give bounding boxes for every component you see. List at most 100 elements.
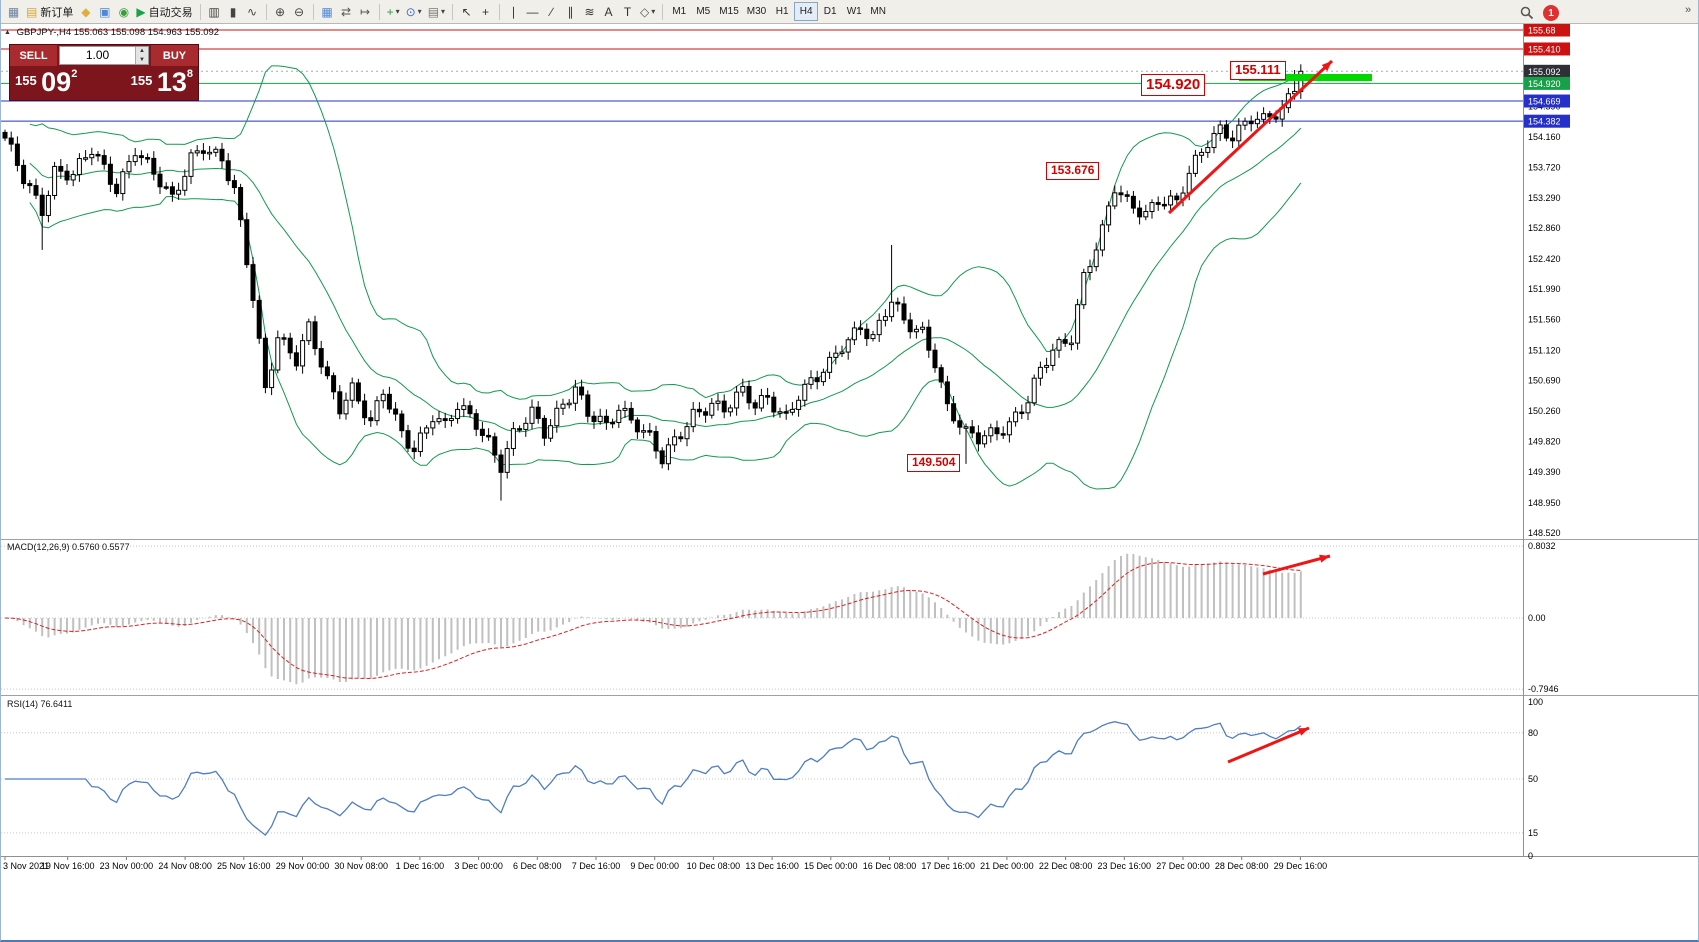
price-annotation[interactable]: 154.920 (1141, 74, 1206, 96)
svg-text:16 Dec 08:00: 16 Dec 08:00 (863, 861, 917, 871)
periods-button[interactable]: ⊙ ▾ (403, 2, 425, 22)
panel-expand-icon[interactable]: ▲ (4, 29, 11, 36)
volume-down-icon[interactable]: ▼ (139, 57, 145, 63)
svg-text:0.00: 0.00 (1528, 613, 1546, 623)
trend-arrow[interactable] (1167, 59, 1334, 215)
add-indicator-button[interactable]: + ▾ (384, 2, 403, 22)
tile-windows-icon-glyph: ▦ (321, 4, 333, 19)
buy-price[interactable]: 155 138 (131, 67, 193, 98)
line-chart-icon[interactable]: ∿ (243, 2, 262, 22)
sell-price-pips: 09 (41, 67, 72, 97)
add-indicator-button-caret[interactable]: ▾ (395, 7, 400, 16)
sell-price-big: 155 (15, 73, 37, 88)
svg-text:3 Dec 00:00: 3 Dec 00:00 (454, 861, 503, 871)
timeframe-w1-button[interactable]: W1 (846, 6, 862, 17)
timeframe-m5-button[interactable]: M5 (696, 6, 711, 17)
fibonacci-icon[interactable]: ≋ (580, 2, 599, 22)
svg-text:29 Nov 00:00: 29 Nov 00:00 (276, 861, 330, 871)
volume-stepper[interactable]: 1.00 ▲ ▼ (59, 46, 149, 65)
sell-price[interactable]: 155 092 (15, 67, 77, 98)
svg-text:153.290: 153.290 (1528, 193, 1561, 203)
autotrading-button[interactable]: ▶ 自动交易 (133, 2, 195, 22)
volume-value[interactable]: 1.00 (85, 48, 110, 62)
zoom-in-icon[interactable]: ⊕ (271, 2, 290, 22)
timeframe-d1-button[interactable]: D1 (823, 6, 837, 17)
add-indicator-button-glyph: + (386, 4, 394, 19)
svg-text:151.990: 151.990 (1528, 284, 1561, 294)
chart-shift-icon[interactable]: ↦ (356, 2, 375, 22)
horizontal-line-icon[interactable]: ― (523, 2, 542, 22)
cursor-icon[interactable]: ↖ (457, 2, 476, 22)
price-annotation[interactable]: 155.111 (1230, 61, 1286, 80)
svg-text:23 Nov 00:00: 23 Nov 00:00 (100, 861, 154, 871)
crosshair-icon[interactable]: + (476, 2, 495, 22)
zoom-in-icon-glyph: ⊕ (275, 4, 286, 19)
sell-button[interactable]: SELL (10, 45, 57, 66)
label-icon[interactable]: T (618, 2, 637, 22)
shapes-button-caret[interactable]: ▾ (651, 7, 656, 16)
autotrading-button-label: 自动交易 (148, 6, 193, 19)
timeframe-mn-button[interactable]: MN (870, 6, 886, 17)
svg-text:29 Dec 16:00: 29 Dec 16:00 (1274, 861, 1328, 871)
shapes-button[interactable]: ◇ ▾ (637, 2, 658, 22)
timeframe-m30-button[interactable]: M30 (746, 6, 767, 17)
axis-price-box (1524, 94, 1570, 108)
channel-icon[interactable]: ∥ (561, 2, 580, 22)
svg-text:155.68: 155.68 (1528, 26, 1556, 36)
svg-text:0.8032: 0.8032 (1528, 541, 1556, 551)
trend-arrow[interactable] (1227, 726, 1310, 764)
svg-text:155.410: 155.410 (1528, 44, 1561, 54)
trendline-icon-glyph: ∕ (550, 4, 553, 19)
price-annotation[interactable]: 153.676 (1046, 162, 1100, 180)
templates-button[interactable]: ▤ ▾ (425, 2, 448, 22)
buy-price-big: 155 (130, 73, 153, 88)
bar-chart-icon[interactable]: ▥ (205, 2, 224, 22)
timeframe-m15-button[interactable]: M15 (719, 6, 739, 17)
text-icon[interactable]: A (599, 2, 618, 22)
periods-button-glyph: ⊙ (405, 4, 416, 19)
svg-text:154.382: 154.382 (1528, 117, 1561, 127)
svg-text:21 Dec 00:00: 21 Dec 00:00 (980, 861, 1034, 871)
autotrading-button-glyph: ▶ (136, 4, 146, 19)
profile-icon[interactable]: ▣ (95, 2, 114, 22)
buy-price-pips: 13 (156, 67, 187, 97)
new-order-button[interactable]: ▤ 新订单 (23, 2, 76, 22)
chart-app-icon[interactable]: ▦ (4, 2, 23, 22)
notification-badge[interactable]: 1 (1543, 5, 1559, 21)
svg-text:151.120: 151.120 (1528, 345, 1561, 355)
search-icon[interactable] (1517, 3, 1537, 23)
community-icon[interactable]: ◉ (114, 2, 133, 22)
rsi-label: RSI(14) 76.6411 (7, 699, 73, 709)
vertical-line-icon-glyph: ∣ (510, 4, 517, 19)
toolbar-overflow-icon[interactable]: » (1685, 4, 1692, 16)
trend-arrow-head (1321, 61, 1332, 71)
svg-text:151.560: 151.560 (1528, 314, 1561, 324)
axis-price-box (1524, 114, 1570, 128)
vertical-line-icon[interactable]: ∣ (504, 2, 523, 22)
resistance-highlight-bar[interactable] (1239, 74, 1372, 81)
tile-windows-icon[interactable]: ▦ (318, 2, 337, 22)
text-icon-glyph: A (604, 4, 613, 19)
price-annotation[interactable]: 149.504 (907, 454, 961, 472)
zoom-out-icon[interactable]: ⊖ (290, 2, 309, 22)
templates-button-caret[interactable]: ▾ (441, 7, 446, 16)
timeframe-m1-button[interactable]: M1 (672, 6, 687, 17)
timeframe-h4-button[interactable]: H4 (794, 2, 819, 21)
trend-arrow[interactable] (1262, 554, 1331, 576)
svg-text:10 Dec 08:00: 10 Dec 08:00 (687, 861, 741, 871)
svg-text:1 Dec 16:00: 1 Dec 16:00 (396, 861, 445, 871)
periods-button-caret[interactable]: ▾ (417, 7, 422, 16)
volume-up-icon[interactable]: ▲ (139, 48, 145, 54)
svg-text:150.260: 150.260 (1528, 406, 1561, 416)
chart-app-icon-glyph: ▦ (7, 4, 20, 19)
buy-button[interactable]: BUY (151, 45, 198, 66)
candlestick-chart-icon[interactable]: ▮ (224, 2, 243, 22)
svg-text:23 Dec 16:00: 23 Dec 16:00 (1098, 861, 1152, 871)
svg-text:15 Dec 00:00: 15 Dec 00:00 (804, 861, 858, 871)
coins-icon[interactable]: ◆ (76, 2, 95, 22)
auto-scroll-icon[interactable]: ⇄ (337, 2, 356, 22)
trendline-icon[interactable]: ∕ (542, 2, 561, 22)
timeframe-h1-button[interactable]: H1 (775, 6, 789, 17)
